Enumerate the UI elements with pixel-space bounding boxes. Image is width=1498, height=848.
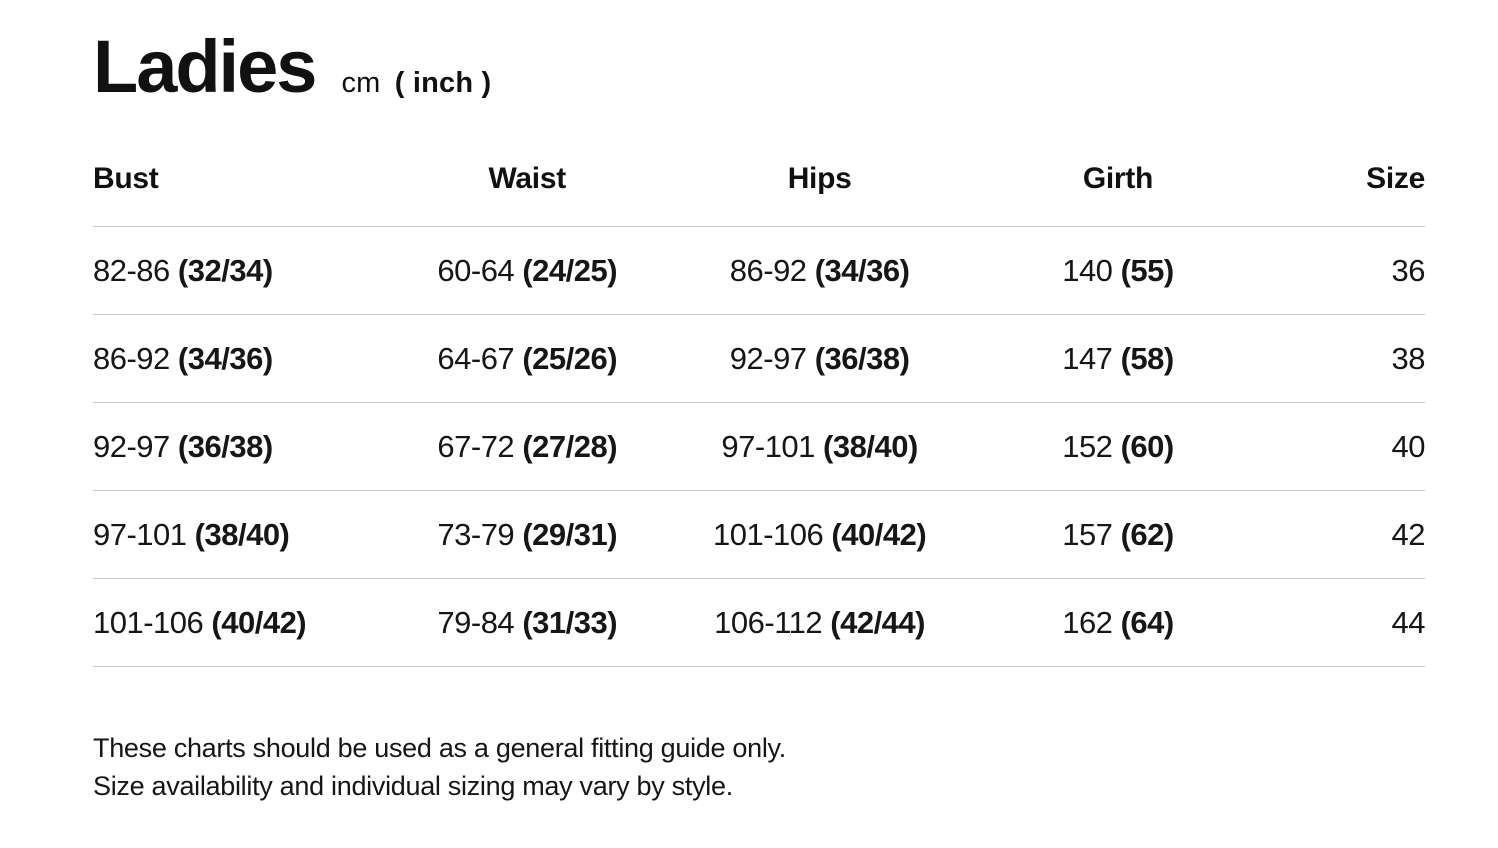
waist-cm-value: 64-67: [437, 340, 515, 376]
bust-inch-value: (36/38): [177, 428, 273, 464]
table-row: 86-92 (34/36) 64-67 (25/26) 92-97 (36/38…: [93, 314, 1426, 403]
girth-cm-value: 157: [1062, 516, 1113, 552]
cell-waist: 60-64 (24/25): [373, 227, 682, 315]
hips-cm-value: 101-106: [713, 516, 824, 552]
unit-cm-label: cm: [341, 67, 381, 99]
disclaimer-note: These charts should be used as a general…: [93, 729, 1425, 805]
bust-cm-value: 82-86: [93, 252, 170, 288]
cell-size: 42: [1391, 516, 1426, 552]
page-header: Ladies cm ( inch ): [93, 30, 1425, 104]
girth-cm-value: 152: [1062, 428, 1113, 464]
bust-cm-value: 92-97: [93, 428, 170, 464]
waist-inch-value: (27/28): [522, 428, 618, 464]
column-header-hips: Hips: [787, 162, 852, 195]
cell-size: 38: [1391, 340, 1426, 376]
hips-cm-value: 92-97: [729, 340, 807, 376]
cell-hips: 92-97 (36/38): [682, 315, 958, 403]
girth-inch-value: (62): [1120, 516, 1175, 552]
bust-inch-value: (34/36): [177, 340, 273, 376]
disclaimer-line-1: These charts should be used as a general…: [93, 733, 786, 763]
girth-cm-value: 162: [1062, 604, 1113, 640]
cell-waist: 64-67 (25/26): [373, 315, 682, 403]
waist-cm-value: 73-79: [437, 516, 515, 552]
waist-inch-value: (31/33): [522, 604, 618, 640]
table-row: 92-97 (36/38) 67-72 (27/28) 97-101 (38/4…: [93, 402, 1426, 491]
cell-waist: 79-84 (31/33): [373, 579, 682, 667]
table-header-row: Bust Waist Hips Girth Size: [93, 148, 1425, 227]
girth-cm-value: 147: [1062, 340, 1113, 376]
cell-girth: 152 (60): [957, 403, 1278, 491]
cell-bust: 82-86 (32/34): [93, 227, 373, 315]
cell-bust: 86-92 (34/36): [93, 315, 373, 403]
column-header-waist: Waist: [488, 162, 567, 195]
waist-cm-value: 60-64: [437, 252, 515, 288]
bust-inch-value: (38/40): [194, 516, 290, 552]
unit-inch-label: ( inch ): [394, 67, 492, 99]
cell-size: 40: [1391, 428, 1426, 464]
girth-cm-value: 140: [1062, 252, 1113, 288]
column-header-bust: Bust: [93, 162, 159, 195]
cell-bust: 101-106 (40/42): [93, 579, 373, 667]
cell-hips: 97-101 (38/40): [682, 403, 958, 491]
column-header-girth: Girth: [1082, 162, 1154, 195]
waist-cm-value: 67-72: [437, 428, 515, 464]
bust-inch-value: (32/34): [177, 252, 273, 288]
bust-inch-value: (40/42): [211, 604, 307, 640]
cell-hips: 86-92 (34/36): [682, 227, 958, 315]
waist-inch-value: (29/31): [522, 516, 618, 552]
girth-inch-value: (60): [1120, 428, 1175, 464]
cell-waist: 73-79 (29/31): [373, 491, 682, 579]
hips-inch-value: (42/44): [830, 604, 925, 640]
hips-inch-value: (36/38): [814, 340, 910, 376]
cell-girth: 162 (64): [957, 579, 1278, 667]
cell-hips: 101-106 (40/42): [682, 491, 958, 579]
cell-bust: 97-101 (38/40): [93, 491, 373, 579]
table-row: 97-101 (38/40) 73-79 (29/31) 101-106 (40…: [93, 490, 1426, 579]
page-title: Ladies: [93, 25, 317, 108]
cell-girth: 147 (58): [957, 315, 1278, 403]
cell-hips: 106-112 (42/44): [682, 579, 958, 667]
waist-cm-value: 79-84: [437, 604, 515, 640]
bust-cm-value: 101-106: [93, 604, 204, 640]
cell-waist: 67-72 (27/28): [373, 403, 682, 491]
table-row: 82-86 (32/34) 60-64 (24/25) 86-92 (34/36…: [93, 226, 1426, 315]
hips-cm-value: 86-92: [729, 252, 807, 288]
disclaimer-line-2: Size availability and individual sizing …: [93, 771, 733, 801]
units-label: cm ( inch ): [341, 67, 491, 100]
girth-inch-value: (55): [1120, 252, 1175, 288]
waist-inch-value: (24/25): [522, 252, 618, 288]
hips-cm-value: 106-112: [714, 604, 823, 640]
hips-cm-value: 97-101: [721, 428, 815, 464]
cell-girth: 157 (62): [957, 491, 1278, 579]
girth-inch-value: (58): [1120, 340, 1175, 376]
hips-inch-value: (34/36): [814, 252, 910, 288]
hips-inch-value: (38/40): [823, 428, 918, 464]
cell-size: 36: [1391, 252, 1426, 288]
cell-size: 44: [1391, 604, 1426, 640]
hips-inch-value: (40/42): [831, 516, 927, 552]
waist-inch-value: (25/26): [522, 340, 618, 376]
bust-cm-value: 97-101: [93, 516, 187, 552]
column-header-size: Size: [1366, 162, 1425, 195]
size-chart-table: Bust Waist Hips Girth Size 82-86 (32/34)…: [93, 148, 1425, 667]
girth-inch-value: (64): [1120, 604, 1175, 640]
cell-bust: 92-97 (36/38): [93, 403, 373, 491]
bust-cm-value: 86-92: [93, 340, 170, 376]
table-row: 101-106 (40/42) 79-84 (31/33) 106-112 (4…: [93, 578, 1426, 667]
cell-girth: 140 (55): [957, 227, 1278, 315]
